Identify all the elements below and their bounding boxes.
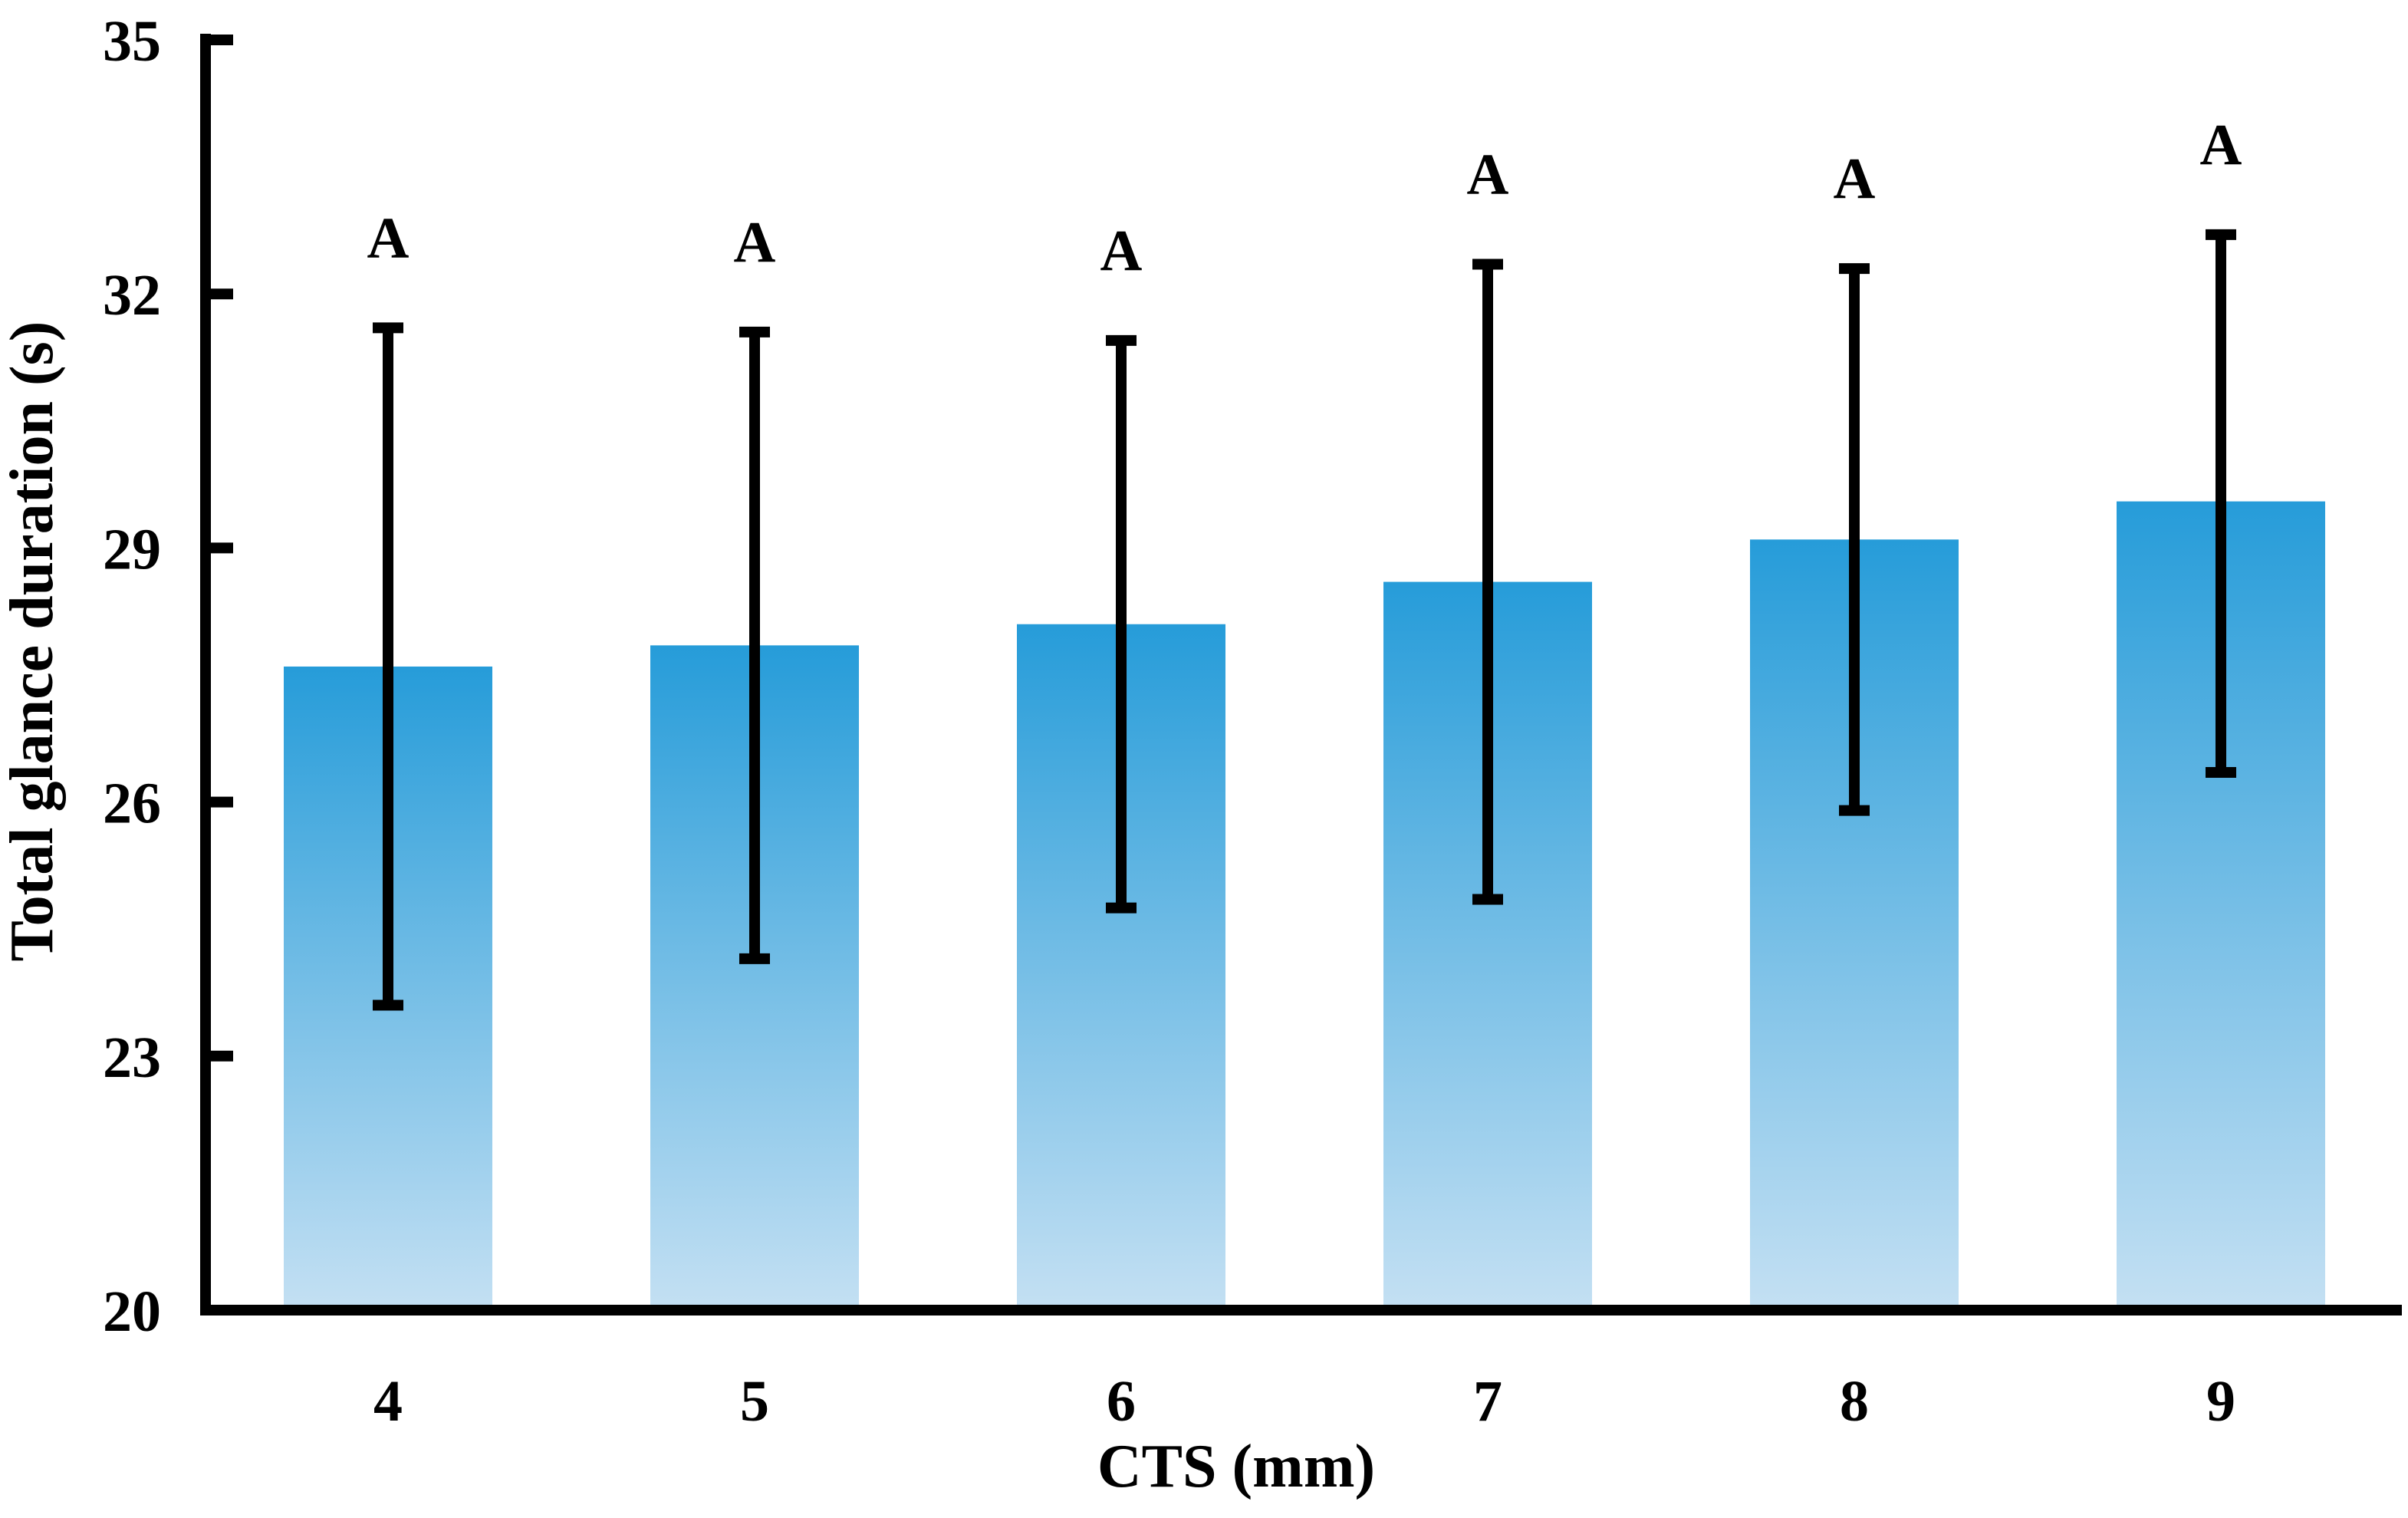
x-tick-label-6: 6 xyxy=(1107,1369,1136,1434)
y-ticks-group: 20 23 26 29 32 35 xyxy=(103,9,233,1344)
bars-group xyxy=(284,501,2325,1311)
significance-letter-7: A xyxy=(1467,143,1509,207)
y-tick-label-29: 29 xyxy=(103,517,161,581)
x-tick-label-5: 5 xyxy=(740,1369,769,1434)
axes-group xyxy=(200,34,2402,1315)
x-ticks-group: 4 5 6 7 8 9 xyxy=(373,1369,2235,1434)
y-tick-label-35: 35 xyxy=(103,9,161,74)
significance-letter-9: A xyxy=(2200,113,2242,177)
significance-letter-8: A xyxy=(1834,147,1876,211)
x-tick-label-9: 9 xyxy=(2206,1369,2235,1434)
y-axis-title: Total glance duration (s) xyxy=(0,321,66,962)
x-tick-label-8: 8 xyxy=(1840,1369,1869,1434)
y-tick-label-26: 26 xyxy=(103,772,161,836)
y-tick-label-23: 23 xyxy=(103,1026,161,1090)
y-tick-label-32: 32 xyxy=(103,263,161,328)
x-tick-label-4: 4 xyxy=(373,1369,403,1434)
significance-letters-group: A A A A A A xyxy=(367,113,2242,283)
significance-letter-5: A xyxy=(734,210,776,275)
y-tick-label-20: 20 xyxy=(103,1279,161,1344)
error-bars-group xyxy=(373,229,2236,1011)
significance-letter-6: A xyxy=(1100,219,1143,283)
x-tick-label-7: 7 xyxy=(1473,1369,1502,1434)
x-axis-title: CTS (mm) xyxy=(1097,1433,1375,1500)
significance-letter-4: A xyxy=(367,206,410,270)
